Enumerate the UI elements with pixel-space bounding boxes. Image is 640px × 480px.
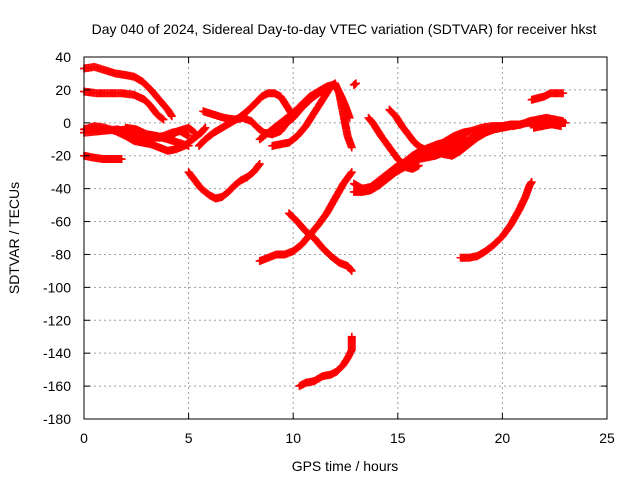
y-axis-title: SDTVAR / TECUs: [6, 182, 22, 294]
x-tick-label: 15: [390, 430, 406, 446]
data-point: [190, 128, 199, 137]
series-track-23: [444, 128, 469, 157]
data-point: [255, 159, 264, 168]
y-tick-label: 0: [63, 115, 71, 131]
y-tick-label: -120: [43, 312, 71, 328]
y-tick-label: -60: [51, 214, 71, 230]
x-tick-label: 25: [599, 430, 615, 446]
data-point: [200, 124, 209, 133]
series-track-15: [295, 332, 356, 391]
data-point: [350, 80, 359, 89]
series-track-13: [255, 168, 356, 266]
data-point: [167, 112, 176, 121]
series-track-27: [527, 89, 568, 104]
axis-ticks: 0 5 10 15 20 25 -180 -160 -140 -120 -100 -80 -60 -40 -…: [43, 49, 615, 446]
plot-frame: [83, 56, 608, 420]
y-tick-label: -180: [43, 411, 71, 427]
y-tick-label: -20: [51, 148, 71, 164]
chart-title: Day 040 of 2024, Sidereal Day-to-day VTE…: [92, 21, 597, 37]
data-point: [346, 169, 355, 178]
data-point: [559, 89, 568, 98]
y-tick-label: -100: [43, 279, 71, 295]
data-series: [80, 62, 570, 391]
data-point: [167, 110, 176, 119]
y-tick-label: -40: [51, 181, 71, 197]
data-point: [347, 143, 356, 152]
data-point: [159, 115, 168, 124]
data-point: [254, 161, 263, 170]
data-point: [347, 168, 356, 177]
data-point: [117, 155, 126, 164]
data-point: [561, 118, 570, 127]
data-point: [346, 265, 355, 274]
y-tick-label: -80: [51, 246, 71, 262]
y-tick-label: -140: [43, 345, 71, 361]
series-track-07: [121, 123, 193, 150]
x-tick-label: 10: [285, 430, 301, 446]
x-tick-label: 5: [185, 430, 193, 446]
y-tick-label: -160: [43, 378, 71, 394]
data-point: [184, 131, 193, 140]
series-track-12: [268, 79, 356, 152]
data-point: [184, 141, 193, 150]
series-track-16: [349, 79, 360, 89]
data-point: [201, 123, 210, 132]
y-tick-label: 20: [55, 82, 71, 98]
data-point: [527, 178, 536, 187]
x-tick-label: 0: [80, 430, 88, 446]
x-axis-title: GPS time / hours: [292, 458, 399, 474]
data-point: [347, 266, 356, 275]
x-tick-label: 20: [495, 430, 511, 446]
series-track-02: [80, 87, 168, 124]
series-track-08: [184, 159, 264, 203]
series-track-14: [285, 209, 356, 275]
y-tick-label: 40: [55, 49, 71, 65]
series-track-03: [80, 151, 126, 164]
data-point: [460, 128, 469, 137]
data-point: [158, 114, 167, 123]
data-point: [189, 127, 198, 136]
data-point: [351, 79, 360, 88]
data-point: [347, 332, 356, 341]
series-track-24: [456, 178, 536, 262]
series-track-26: [529, 118, 570, 132]
